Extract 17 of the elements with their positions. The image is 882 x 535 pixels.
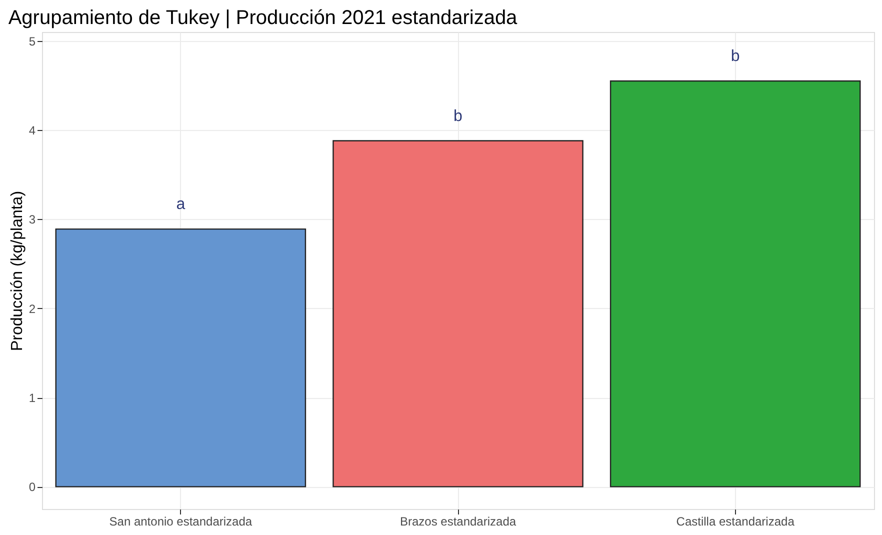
y-tick-label: 2 xyxy=(28,302,36,316)
y-tick-label: 1 xyxy=(28,391,36,406)
annotation: a xyxy=(176,196,186,214)
annotation: b xyxy=(730,48,740,66)
chart-title: Agrupamiento de Tukey | Producción 2021 estandarizada xyxy=(8,7,518,29)
bar xyxy=(610,80,861,488)
x-tick-label: Castilla estandarizada xyxy=(676,514,795,528)
annotation: b xyxy=(454,108,463,125)
bar xyxy=(55,228,306,488)
bar xyxy=(332,140,584,488)
x-tick-label: Brazos estandarizada xyxy=(400,514,516,528)
y-tick-label: 3 xyxy=(28,212,36,227)
y-axis-title: Producción (kg/planta) xyxy=(8,190,26,352)
y-tick-label: 0 xyxy=(28,480,36,494)
x-tick-label: San antonio estandarizada xyxy=(109,514,252,528)
y-tick-label: 5 xyxy=(28,34,36,48)
y-tick-label: 4 xyxy=(28,124,36,138)
